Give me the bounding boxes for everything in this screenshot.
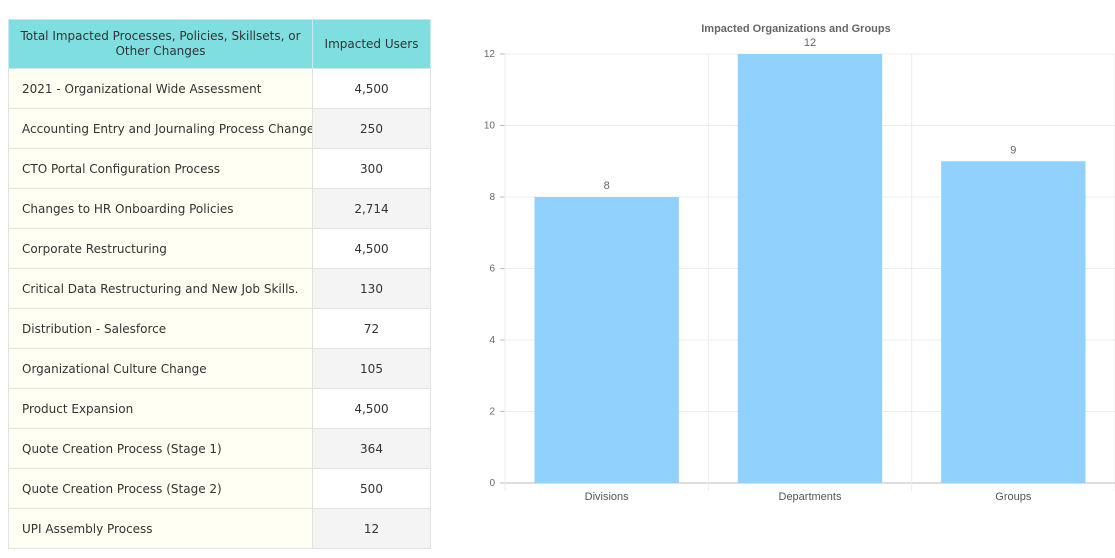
cell-change-name: UPI Assembly Process <box>8 508 313 549</box>
y-tick-label: 2 <box>489 407 495 418</box>
cell-impacted-users: 12 <box>312 508 431 549</box>
header-impacted-users[interactable]: Impacted Users <box>312 19 431 69</box>
x-tick-label: Departments <box>779 491 842 503</box>
cell-change-name: Critical Data Restructuring and New Job … <box>8 268 313 309</box>
cell-impacted-users: 500 <box>312 468 431 509</box>
cell-change-name: 2021 - Organizational Wide Assessment <box>8 68 313 109</box>
data-label: 12 <box>804 37 816 49</box>
cell-impacted-users: 250 <box>312 108 431 149</box>
label-layer: 0 2 4 6 8 10 12 8 Divisions 12 Departments 9 Groups <box>484 37 1032 503</box>
x-tick-label: Groups <box>995 491 1032 503</box>
table-row: Accounting Entry and Journaling Process … <box>8 108 431 149</box>
bar-layer <box>534 54 1086 483</box>
data-label: 8 <box>604 180 610 192</box>
data-label: 9 <box>1010 144 1016 156</box>
chart-title: Impacted Organizations and Groups <box>701 23 890 35</box>
cell-change-name: Changes to HR Onboarding Policies <box>8 188 313 229</box>
bar-departments <box>737 54 883 483</box>
cell-impacted-users: 2,714 <box>312 188 431 229</box>
cell-change-name: Quote Creation Process (Stage 1) <box>8 428 313 469</box>
table-body: 2021 - Organizational Wide Assessment 4,5… <box>8 68 431 549</box>
cell-impacted-users: 72 <box>312 308 431 349</box>
x-tick-label: Divisions <box>585 491 630 503</box>
cell-change-name: Accounting Entry and Journaling Process … <box>8 108 313 149</box>
table-row: Changes to HR Onboarding Policies 2,714 <box>8 188 431 229</box>
y-tick-label: 8 <box>489 192 495 203</box>
table-row: Quote Creation Process (Stage 1) 364 <box>8 428 431 469</box>
cell-impacted-users: 364 <box>312 428 431 469</box>
table-row: Corporate Restructuring 4,500 <box>8 228 431 269</box>
cell-impacted-users: 105 <box>312 348 431 389</box>
table-row: 2021 - Organizational Wide Assessment 4,5… <box>8 68 431 109</box>
cell-impacted-users: 300 <box>312 148 431 189</box>
cell-change-name: Distribution - Salesforce <box>8 308 313 349</box>
y-tick-label: 12 <box>484 49 496 60</box>
y-tick-label: 0 <box>489 478 495 489</box>
cell-change-name: CTO Portal Configuration Process <box>8 148 313 189</box>
cell-impacted-users: 130 <box>312 268 431 309</box>
cell-impacted-users: 4,500 <box>312 228 431 269</box>
bar-groups <box>941 161 1086 483</box>
cell-impacted-users: 4,500 <box>312 68 431 109</box>
table-row: UPI Assembly Process 12 <box>8 508 431 549</box>
table-row: Critical Data Restructuring and New Job … <box>8 268 431 309</box>
bar-chart: Impacted Organizations and Groups 0 2 4 6 8 1… <box>484 23 1115 503</box>
cell-impacted-users: 4,500 <box>312 388 431 429</box>
y-tick-label: 10 <box>484 121 496 132</box>
cell-change-name: Corporate Restructuring <box>8 228 313 269</box>
table-row: Distribution - Salesforce 72 <box>8 308 431 349</box>
table-row: Product Expansion 4,500 <box>8 388 431 429</box>
y-tick-label: 6 <box>489 264 495 275</box>
header-changes[interactable]: Total Impacted Processes, Policies, Skil… <box>8 19 313 69</box>
cell-change-name: Product Expansion <box>8 388 313 429</box>
table-row: Organizational Culture Change 105 <box>8 348 431 389</box>
cell-change-name: Quote Creation Process (Stage 2) <box>8 468 313 509</box>
bar-divisions <box>534 197 679 483</box>
impact-table: Total Impacted Processes, Policies, Skil… <box>8 19 431 549</box>
y-tick-label: 4 <box>489 335 495 346</box>
table-row: Quote Creation Process (Stage 2) 500 <box>8 468 431 509</box>
table-row: CTO Portal Configuration Process 300 <box>8 148 431 189</box>
cell-change-name: Organizational Culture Change <box>8 348 313 389</box>
table-header-row: Total Impacted Processes, Policies, Skil… <box>8 19 431 69</box>
